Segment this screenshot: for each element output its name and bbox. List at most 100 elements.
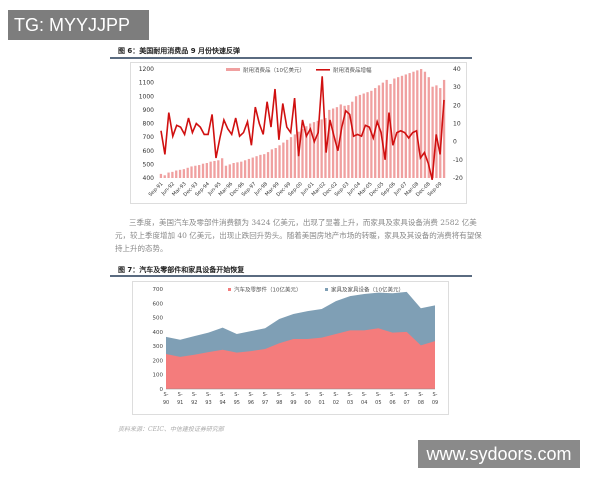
y-left-tick: 1200	[139, 66, 154, 73]
legend-swatch-line	[316, 69, 330, 71]
bar	[167, 172, 170, 178]
bar	[423, 71, 427, 178]
bar	[381, 82, 385, 178]
x-tick: S-07	[403, 392, 409, 406]
bar	[412, 71, 415, 178]
watermark-bottom-right: www.sydoors.com	[418, 440, 580, 468]
legend-swatch-furniture	[325, 288, 328, 291]
y-right-tick: -10	[453, 157, 463, 164]
bar	[339, 104, 342, 178]
y-tick: 200	[153, 358, 164, 364]
legend-swatch-bars	[226, 68, 240, 71]
y-right-tick: 20	[453, 102, 461, 109]
bar	[251, 157, 254, 178]
bar	[159, 173, 163, 178]
bar	[366, 92, 369, 178]
bar	[186, 167, 189, 178]
bar	[358, 94, 362, 178]
figure6-title: 图 6：美国耐用消费品 9 月份快速反弹	[118, 47, 241, 55]
y-right-tick: 40	[453, 66, 461, 73]
y-tick: 600	[153, 301, 164, 307]
y-tick: 0	[160, 387, 164, 393]
bar	[408, 73, 411, 178]
bar	[286, 139, 289, 178]
bar	[228, 164, 231, 178]
x-tick: S-06	[389, 392, 395, 406]
x-tick: S-03	[347, 392, 353, 406]
chart1: 400 500 600 700 800 900 1000 1100 1200 -20 -10 0 10 2…	[139, 66, 463, 198]
bar	[205, 163, 208, 178]
bar	[309, 123, 312, 178]
area-auto	[166, 328, 435, 389]
bar	[255, 156, 258, 178]
bar	[217, 160, 220, 178]
bar	[198, 165, 201, 178]
y-left-tick: 1000	[139, 93, 154, 100]
growth-line	[160, 76, 445, 180]
bar	[213, 160, 216, 178]
y-right-tick: 10	[453, 121, 461, 128]
y-left-tick: 1100	[139, 80, 154, 87]
bar	[431, 86, 434, 178]
bar	[331, 108, 335, 178]
divider	[110, 57, 472, 59]
body-paragraph: 三季度，美国汽车及零部件消费额为 3424 亿美元，出现了显著上升，而家具及家具…	[115, 218, 482, 253]
bar	[263, 154, 266, 178]
x-tick: S-08	[418, 392, 424, 406]
watermark-top-left: TG: MYYJJPP	[8, 10, 149, 40]
y-tick: 400	[153, 330, 164, 336]
bar	[416, 70, 419, 178]
x-tick: S-04	[361, 392, 367, 406]
bar	[397, 77, 400, 178]
chart2: 0 100 200 300 400 500 600 700 S-90 S-91 S-92 S-93 S-…	[153, 286, 439, 407]
x-tick: S-98	[276, 392, 282, 406]
y-tick: 700	[153, 287, 164, 293]
legend-label-bars: 耐用消费品（10亿美元）	[243, 66, 305, 74]
bar	[335, 107, 339, 178]
figure7-title: 图 7：汽车及零部件和家具设备开始恢复	[118, 266, 245, 274]
bar	[435, 85, 438, 178]
y-tick: 500	[153, 316, 164, 322]
bar	[274, 148, 277, 178]
y-left-tick: 400	[143, 175, 155, 182]
bar	[442, 79, 446, 178]
y-left-tick: 700	[143, 134, 155, 141]
y-left-tick: 600	[143, 148, 155, 155]
bar	[439, 88, 442, 178]
bar	[171, 171, 174, 178]
bar	[259, 154, 262, 178]
bar	[347, 105, 350, 178]
bar	[362, 93, 365, 178]
legend-swatch-auto	[228, 288, 231, 291]
legend-label-line: 耐用消费品增幅	[333, 66, 372, 74]
x-tick: S-99	[290, 392, 296, 406]
bar	[427, 77, 430, 178]
x-tick: S-96	[248, 392, 254, 406]
x-tick: S-92	[191, 392, 197, 406]
bar	[282, 142, 285, 178]
bar	[351, 101, 354, 178]
bar	[163, 175, 166, 178]
bar	[266, 152, 270, 178]
bar	[301, 128, 304, 178]
bar	[305, 126, 308, 178]
bar	[385, 79, 388, 178]
x-tick: S-02	[333, 392, 339, 406]
bar	[312, 122, 316, 178]
bar	[377, 85, 381, 178]
chart1-frame: 400 500 600 700 800 900 1000 1100 1200 -20 -10 0 10 2…	[130, 62, 467, 204]
y-right-tick: -20	[453, 175, 463, 182]
y-left-tick: 500	[143, 161, 155, 168]
x-tick: S-93	[205, 392, 211, 406]
bar	[209, 161, 212, 178]
bar	[247, 158, 251, 178]
bar	[270, 149, 274, 178]
chart2-frame: 0 100 200 300 400 500 600 700 S-90 S-91 S-92 S-93 S-…	[132, 281, 449, 415]
x-tick: S-95	[234, 392, 240, 406]
bar	[178, 169, 182, 178]
x-tick: S-91	[177, 392, 183, 406]
bar	[224, 165, 228, 178]
y-left-tick: 900	[143, 107, 155, 114]
bar	[190, 166, 193, 178]
y-right-tick: 0	[453, 139, 457, 146]
